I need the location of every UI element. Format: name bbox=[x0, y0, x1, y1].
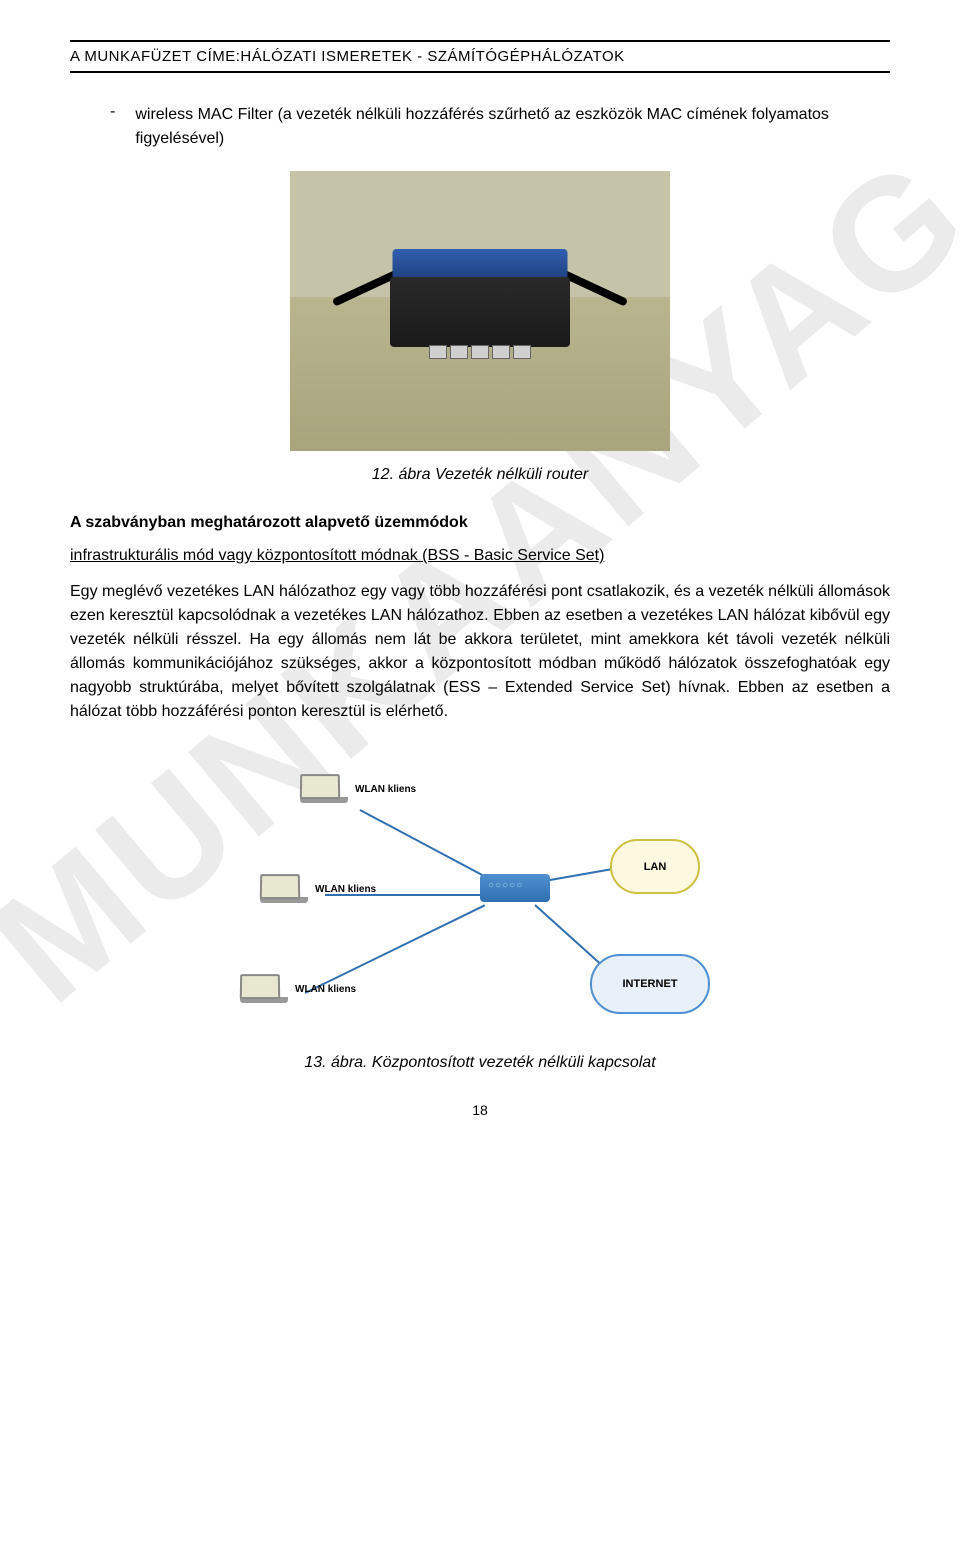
body-paragraph: Egy meglévő vezetékes LAN hálózathoz egy… bbox=[70, 580, 890, 724]
router-icon bbox=[480, 874, 550, 902]
figure2-caption: 13. ábra. Központosított vezeték nélküli… bbox=[70, 1054, 890, 1072]
header-border: A MUNKAFÜZET CÍME:HÁLÓZATI ISMERETEK - S… bbox=[70, 40, 890, 73]
wlan-client-label: WLAN kliens bbox=[355, 784, 416, 795]
page-content: A MUNKAFÜZET CÍME:HÁLÓZATI ISMERETEK - S… bbox=[70, 40, 890, 1118]
header-title: A MUNKAFÜZET CÍME:HÁLÓZATI ISMERETEK - S… bbox=[70, 48, 890, 65]
router-photo bbox=[290, 171, 670, 451]
bullet-item: - wireless MAC Filter (a vezeték nélküli… bbox=[110, 103, 890, 151]
figure1-caption: 12. ábra Vezeték nélküli router bbox=[70, 466, 890, 484]
laptop-icon: WLAN kliens bbox=[240, 974, 290, 1009]
bullet-text: wireless MAC Filter (a vezeték nélküli h… bbox=[135, 103, 890, 151]
wlan-client-label: WLAN kliens bbox=[295, 984, 356, 995]
lan-label: LAN bbox=[644, 861, 667, 873]
internet-cloud: INTERNET bbox=[590, 954, 710, 1014]
section-heading: A szabványban meghatározott alapvető üze… bbox=[70, 514, 890, 532]
mode-link[interactable]: infrastrukturális mód vagy központosítot… bbox=[70, 547, 890, 565]
bullet-dash: - bbox=[110, 103, 115, 151]
network-diagram: WLAN kliens WLAN kliens WLAN kliens LAN … bbox=[230, 754, 730, 1034]
wlan-client-label: WLAN kliens bbox=[315, 884, 376, 895]
laptop-icon: WLAN kliens bbox=[300, 774, 350, 809]
internet-label: INTERNET bbox=[623, 978, 678, 990]
lan-cloud: LAN bbox=[610, 839, 700, 894]
laptop-icon: WLAN kliens bbox=[260, 874, 310, 909]
page-number: 18 bbox=[70, 1102, 890, 1118]
